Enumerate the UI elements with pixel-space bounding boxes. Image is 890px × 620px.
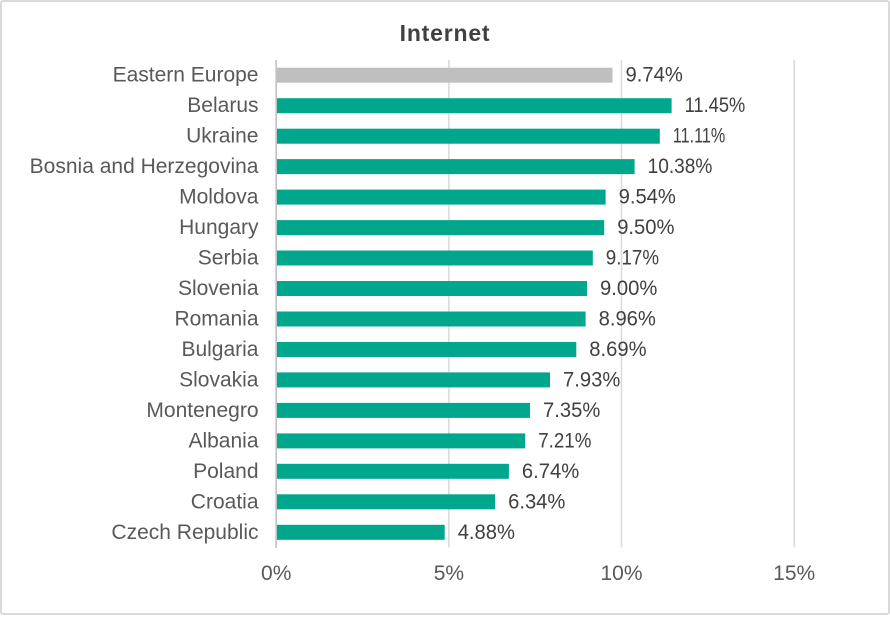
svg-text:9.74%: 9.74% [626,64,683,87]
svg-text:7.21%: 7.21% [538,429,591,452]
svg-text:9.54%: 9.54% [619,186,676,209]
svg-text:Romania: Romania [174,308,258,331]
svg-text:Croatia: Croatia [191,490,259,513]
svg-text:Moldova: Moldova [179,186,259,209]
svg-text:Czech Republic: Czech Republic [111,521,258,544]
svg-text:Internet: Internet [400,20,491,46]
svg-text:15%: 15% [773,562,815,585]
svg-text:6.34%: 6.34% [508,490,565,513]
svg-text:Montenegro: Montenegro [146,399,258,422]
svg-text:Eastern Europe: Eastern Europe [113,64,259,87]
svg-text:8.96%: 8.96% [599,308,656,331]
svg-text:Serbia: Serbia [198,247,259,270]
svg-text:5%: 5% [434,562,464,585]
svg-text:9.50%: 9.50% [617,216,674,239]
svg-text:Poland: Poland [193,460,258,483]
svg-text:Bulgaria: Bulgaria [181,338,258,361]
svg-text:11.45%: 11.45% [685,94,746,117]
svg-text:4.88%: 4.88% [458,521,515,544]
svg-text:Albania: Albania [188,429,258,452]
svg-text:Bosnia and Herzegovina: Bosnia and Herzegovina [30,155,259,178]
svg-text:Ukraine: Ukraine [186,125,258,148]
svg-text:Slovenia: Slovenia [178,277,259,300]
svg-text:6.74%: 6.74% [522,460,579,483]
svg-text:0%: 0% [261,562,291,585]
svg-text:Belarus: Belarus [187,94,258,117]
svg-text:7.93%: 7.93% [563,368,620,391]
svg-text:10.38%: 10.38% [648,155,713,178]
svg-text:10%: 10% [600,562,642,585]
svg-text:7.35%: 7.35% [543,399,600,422]
svg-text:Hungary: Hungary [179,216,259,239]
svg-text:9.00%: 9.00% [600,277,657,300]
svg-text:Slovakia: Slovakia [179,368,259,391]
svg-text:11.11%: 11.11% [673,125,726,148]
svg-text:9.17%: 9.17% [606,247,659,270]
svg-text:8.69%: 8.69% [589,338,646,361]
